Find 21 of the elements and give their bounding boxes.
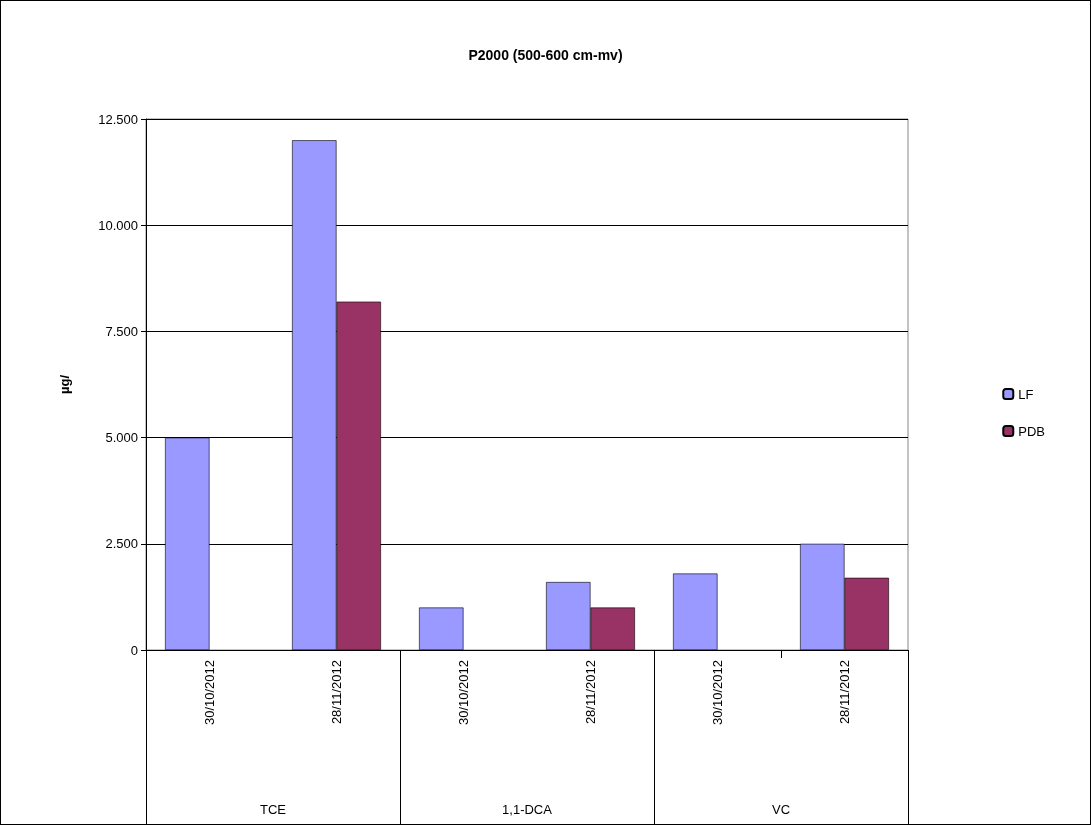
x-tick-label: 30/10/2012 (202, 660, 217, 726)
y-tick-label: 12.500 (98, 111, 138, 127)
y-tick-label: 7.500 (105, 323, 138, 339)
x-tick-label: 28/11/2012 (329, 660, 344, 725)
x-tick-label: 28/11/2012 (583, 660, 598, 725)
x-tick-label: 28/11/2012 (837, 660, 852, 725)
text: 1,1-DCA (502, 802, 553, 817)
y-tick-label: 2.500 (105, 536, 138, 552)
text: TCE (260, 802, 287, 817)
y-tick-label: 5.000 (105, 430, 138, 446)
x-tick-label: 30/10/2012 (456, 660, 471, 726)
y-axis-title: µg/ (57, 374, 72, 395)
text: VC (771, 802, 791, 817)
chart-title: P2000 (500-600 cm-mv) (468, 47, 623, 63)
legend-label: PDB (1018, 423, 1045, 439)
bar (419, 607, 464, 650)
y-tick-label: 0 (130, 642, 138, 658)
y-tick-label: 10.000 (98, 217, 138, 233)
bar (673, 573, 718, 650)
legend-label: LF (1018, 386, 1034, 402)
x-tick-label: 30/10/2012 (710, 660, 725, 726)
